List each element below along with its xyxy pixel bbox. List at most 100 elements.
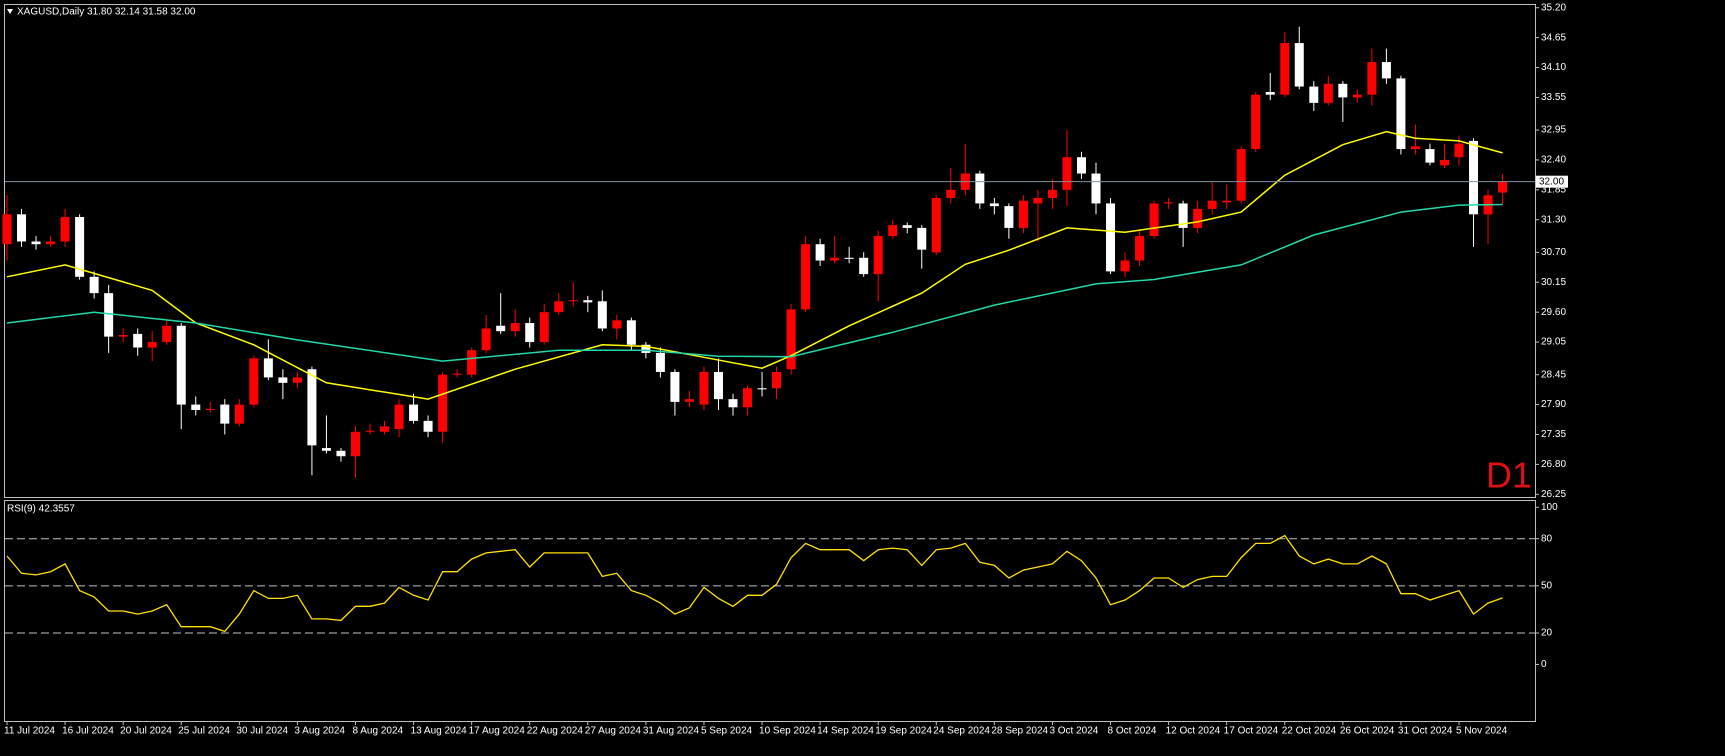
- x-tick-label: 28 Sep 2024: [991, 726, 1048, 737]
- candle-body: [510, 323, 520, 332]
- candle-body: [249, 358, 259, 405]
- candle-body: [684, 399, 694, 402]
- x-tick-label: 13 Aug 2024: [411, 726, 468, 737]
- x-tick-label: 17 Oct 2024: [1224, 726, 1279, 737]
- title-arrow: [7, 9, 13, 14]
- candle-body: [1396, 78, 1406, 150]
- candle-body: [350, 431, 360, 457]
- candle-body: [220, 404, 230, 424]
- candle-body: [1033, 197, 1043, 204]
- candle-body: [1294, 43, 1304, 87]
- candle-body: [1047, 189, 1057, 198]
- rsi-line: [6, 534, 1503, 633]
- candle-body: [1410, 146, 1420, 150]
- candle-body: [1439, 159, 1449, 166]
- candle-body: [728, 399, 738, 408]
- x-tick-label: 12 Oct 2024: [1166, 726, 1221, 737]
- candle-body: [1222, 200, 1232, 203]
- x-tick-label: 10 Sep 2024: [759, 726, 816, 737]
- candle-body: [1178, 203, 1188, 228]
- candle-body: [786, 309, 796, 370]
- candle-body: [713, 371, 723, 400]
- y-tick-label: 27.90: [1541, 399, 1566, 410]
- candle-body: [1018, 200, 1028, 228]
- candle-body: [844, 257, 854, 259]
- candle-body: [481, 328, 491, 351]
- x-tick-label: 27 Aug 2024: [585, 726, 642, 737]
- y-tick-label: 32.95: [1541, 125, 1566, 136]
- candle-body: [1425, 149, 1435, 163]
- candle-body: [1207, 200, 1217, 209]
- candle-body: [452, 373, 462, 375]
- candle-body: [423, 420, 433, 432]
- candle-body: [989, 203, 999, 207]
- candle-body: [467, 350, 477, 375]
- candle-body: [888, 225, 898, 237]
- y-tick-label: 100: [1541, 502, 1558, 513]
- x-tick-label: 25 Jul 2024: [178, 726, 230, 737]
- x-tick-label: 5 Sep 2024: [701, 726, 753, 737]
- candle-body: [568, 300, 578, 302]
- current-price-box: [1536, 175, 1568, 188]
- x-tick-label: 16 Jul 2024: [62, 726, 114, 737]
- candle-body: [89, 276, 99, 294]
- moving-average: [6, 130, 1503, 400]
- candle-body: [380, 426, 390, 432]
- y-tick-label: 35.20: [1541, 2, 1566, 13]
- y-tick-label: 30.15: [1541, 277, 1566, 288]
- y-tick-label: 31.85: [1541, 184, 1566, 195]
- candle-body: [191, 404, 201, 411]
- candle-body: [1323, 83, 1333, 103]
- candle-body: [438, 374, 448, 432]
- candle-body: [1236, 149, 1246, 201]
- timeframe-label: D1: [1486, 455, 1532, 496]
- candle-body: [641, 344, 651, 353]
- x-tick-label: 30 Jul 2024: [236, 726, 288, 737]
- candle-body: [815, 244, 825, 261]
- candle-body: [118, 334, 128, 337]
- candle-body: [931, 197, 941, 253]
- candle-body: [2, 214, 12, 245]
- candle-body: [539, 312, 549, 343]
- candle-body: [525, 323, 535, 343]
- candle-body: [1251, 94, 1261, 150]
- candle-body: [670, 371, 680, 402]
- y-tick-label: 26.80: [1541, 459, 1566, 470]
- candle-body: [1381, 62, 1391, 79]
- x-tick-label: 3 Oct 2024: [1049, 726, 1098, 737]
- x-tick-label: 17 Aug 2024: [469, 726, 526, 737]
- candle-body: [1106, 203, 1116, 272]
- candle-body: [1120, 260, 1130, 272]
- candle-body: [743, 388, 753, 408]
- y-tick-label: 34.10: [1541, 62, 1566, 73]
- y-tick-label: 50: [1541, 580, 1553, 591]
- candle-body: [699, 371, 709, 405]
- candle-body: [1454, 143, 1464, 158]
- candle-body: [60, 217, 70, 242]
- candle-body: [1469, 140, 1479, 215]
- candle-body: [975, 173, 985, 204]
- candle-body: [278, 377, 288, 383]
- candle-body: [757, 388, 767, 390]
- candle-body: [1338, 83, 1348, 98]
- candle-body: [162, 325, 172, 343]
- x-tick-label: 3 Aug 2024: [294, 726, 345, 737]
- candle-body: [612, 320, 622, 329]
- candle-body: [917, 227, 927, 250]
- x-tick-label: 19 Sep 2024: [875, 726, 932, 737]
- candle-body: [133, 333, 143, 348]
- candle-body: [772, 371, 782, 389]
- candle-body: [1498, 181, 1508, 193]
- x-tick-label: 14 Sep 2024: [817, 726, 874, 737]
- candle-body: [176, 325, 186, 405]
- moving-average: [6, 203, 1503, 362]
- y-tick-label: 0: [1541, 659, 1547, 670]
- candle-body: [801, 244, 811, 310]
- candle-body: [597, 301, 607, 329]
- candle-body: [336, 450, 346, 457]
- x-tick-label: 26 Oct 2024: [1340, 726, 1395, 737]
- y-tick-label: 26.25: [1541, 489, 1566, 500]
- x-tick-label: 31 Oct 2024: [1398, 726, 1453, 737]
- candle-body: [17, 214, 27, 242]
